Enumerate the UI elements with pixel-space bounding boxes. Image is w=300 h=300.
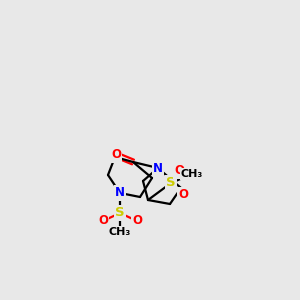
Text: S: S	[115, 206, 125, 220]
Text: N: N	[115, 187, 125, 200]
Text: O: O	[111, 148, 121, 161]
Text: O: O	[132, 214, 142, 227]
Text: O: O	[178, 188, 188, 202]
Text: N: N	[153, 161, 163, 175]
Text: CH₃: CH₃	[181, 169, 203, 179]
Text: O: O	[174, 164, 184, 178]
Text: CH₃: CH₃	[109, 227, 131, 237]
Text: O: O	[98, 214, 108, 227]
Text: S: S	[166, 176, 176, 190]
